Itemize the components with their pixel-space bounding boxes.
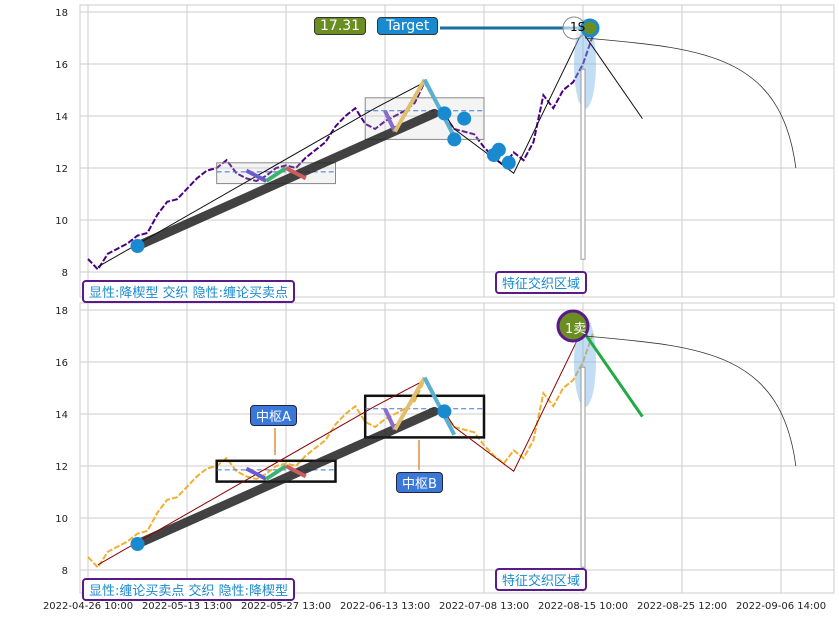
y-tick-label: 18 — [55, 8, 68, 19]
arrow-shaft — [580, 366, 586, 568]
plot-area — [79, 4, 835, 298]
sell-zone-ellipse — [573, 19, 596, 109]
segment-stroke — [245, 466, 268, 481]
y-tick-label: 14 — [55, 410, 68, 421]
signal-marker — [457, 111, 472, 126]
y-tick-label: 18 — [55, 306, 68, 317]
y-tick-label: 10 — [55, 514, 68, 525]
y-tick-label: 12 — [55, 164, 68, 175]
segment-stroke — [285, 166, 307, 181]
y-tick-label: 10 — [55, 216, 68, 227]
plot-area — [79, 302, 835, 594]
target-label: Target — [377, 17, 439, 35]
target-stroke — [582, 32, 643, 119]
segment-stroke — [383, 109, 397, 133]
x-tick-label: 2022-08-25 12:00 — [637, 601, 727, 612]
buy-point-marker — [130, 239, 145, 253]
signal-label-bottom: 1卖 — [565, 322, 587, 337]
projection-arc — [584, 335, 797, 467]
price-line — [87, 333, 594, 570]
signal-marker — [491, 142, 506, 157]
signal-marker — [437, 106, 452, 121]
segment-stroke — [393, 78, 427, 133]
x-tick-label: 2022-05-27 13:00 — [241, 601, 331, 612]
y-tick-label: 12 — [55, 462, 68, 473]
x-tick-label: 2022-09-06 14:00 — [736, 601, 826, 612]
y-tick-label: 16 — [55, 358, 68, 369]
arrow-shaft — [580, 68, 586, 260]
signal-marker — [447, 132, 462, 147]
signal-label-top: 1S — [570, 20, 586, 34]
x-tick-label: 2022-05-13 13:00 — [142, 601, 232, 612]
y-tick-label: 16 — [55, 60, 68, 71]
sell-signal-marker — [556, 309, 590, 343]
signal-marker — [501, 155, 516, 170]
pattern-label-top: 显性:降楔型 交织 隐性:缠论买卖点 — [82, 280, 296, 303]
segment-stroke — [265, 464, 288, 481]
zone-label-bottom: 特征交织区域 — [495, 568, 588, 591]
x-tick-label: 2022-08-15 10:00 — [538, 601, 628, 612]
segment-stroke — [422, 78, 457, 138]
x-tick-label: 2022-04-26 10:00 — [43, 601, 133, 612]
buy-point-marker — [130, 537, 145, 551]
y-tick-label: 8 — [62, 566, 68, 577]
pattern-label-bottom: 显性:缠论买卖点 交织 隐性:降楔型 — [82, 578, 296, 601]
segment-stroke — [285, 464, 307, 479]
zone-label-top: 特征交织区域 — [495, 271, 588, 294]
segment-stroke — [383, 407, 397, 431]
target-stroke — [581, 329, 644, 418]
pivot-b-label: 中枢B — [396, 472, 443, 493]
segment-stroke — [393, 376, 427, 431]
segment-stroke — [245, 168, 268, 183]
price-label: 17.31 — [314, 17, 367, 35]
x-tick-label: 2022-07-08 13:00 — [439, 601, 529, 612]
y-tick-label: 14 — [55, 112, 68, 123]
target-marker — [580, 18, 600, 38]
thick-trend-stroke — [133, 406, 439, 549]
pivot-a-label: 中枢A — [250, 405, 297, 426]
thick-trend-stroke — [133, 108, 439, 251]
pivot-box-b — [363, 394, 486, 439]
segment-stroke — [422, 376, 457, 436]
segment-stroke — [265, 166, 288, 183]
signal-marker — [437, 404, 452, 419]
y-tick-label: 8 — [62, 268, 68, 279]
projection-arc — [584, 37, 797, 169]
x-tick-label: 2022-06-13 13:00 — [340, 601, 430, 612]
